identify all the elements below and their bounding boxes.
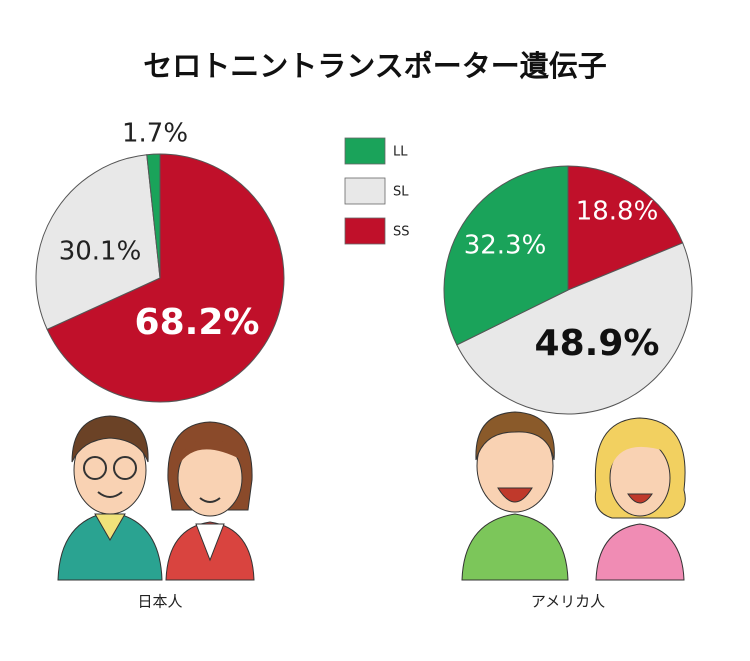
person-hair — [71, 415, 149, 463]
legend-swatch — [344, 217, 386, 245]
person-mouth — [497, 487, 533, 503]
legend-label: SL — [393, 185, 409, 200]
data-label: 48.9% — [535, 323, 660, 364]
data-label: 68.2% — [135, 302, 260, 343]
person-mouth — [627, 493, 653, 504]
data-label: 30.1% — [59, 237, 142, 267]
person-body — [461, 513, 569, 581]
legend-swatch — [344, 177, 386, 205]
legend-label: SS — [393, 225, 410, 240]
pie-slice — [146, 153, 161, 279]
pie-slice — [443, 165, 569, 346]
person-hair — [475, 411, 555, 461]
chart-title: セロトニントランスポーター遺伝子 — [143, 49, 606, 83]
pie-slice — [456, 242, 693, 415]
person-glasses — [83, 456, 107, 480]
pie-slice — [46, 153, 285, 403]
person-mouth — [199, 497, 221, 503]
pie-slice — [567, 165, 684, 291]
data-label: 18.8% — [576, 197, 659, 227]
data-label: 32.3% — [464, 231, 547, 261]
person-bangs — [178, 438, 242, 466]
legend-label: LL — [393, 145, 408, 160]
pie-caption: アメリカ人 — [531, 593, 605, 611]
person-glasses — [113, 456, 137, 480]
data-label: 1.7% — [122, 119, 188, 149]
pie-caption: 日本人 — [137, 593, 182, 611]
person-body — [595, 523, 685, 581]
person-collar — [195, 523, 225, 562]
person-mouth — [97, 491, 123, 498]
legend-swatch — [344, 137, 386, 165]
illustrations — [57, 411, 686, 581]
person-bangs — [610, 436, 668, 470]
pie-slice — [35, 154, 161, 331]
